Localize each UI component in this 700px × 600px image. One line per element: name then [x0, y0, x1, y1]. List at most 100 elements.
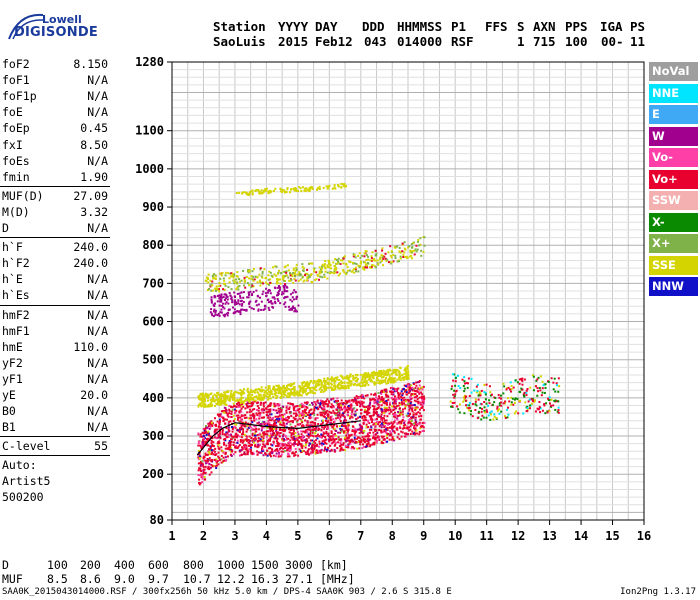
echo-dot: [340, 425, 343, 428]
echo-dot: [246, 451, 249, 454]
echo-dot: [307, 276, 310, 279]
echo-dot: [383, 400, 386, 403]
echo-dot: [253, 414, 256, 417]
param-name: foF2: [2, 57, 30, 71]
echo-dot: [400, 398, 403, 401]
echo-dot: [327, 413, 330, 416]
echo-dot: [338, 402, 341, 405]
echo-dot: [225, 301, 228, 304]
echo-dot: [329, 264, 332, 267]
echo-dot: [359, 424, 362, 427]
echo-dot: [550, 405, 553, 408]
echo-dot: [267, 306, 270, 309]
echo-dot: [547, 398, 550, 401]
echo-dot: [302, 390, 305, 393]
echo-dot: [547, 380, 550, 383]
x-tick-label: 14: [574, 529, 588, 543]
echo-dot: [251, 429, 254, 432]
echo-dot: [477, 411, 480, 414]
echo-dot: [471, 415, 474, 418]
echo-dot: [552, 388, 555, 391]
echo-dot: [325, 411, 328, 414]
echo-dot: [415, 407, 418, 410]
echo-dot: [325, 450, 328, 453]
echo-dot: [274, 422, 277, 425]
param-name: hmF1: [2, 323, 30, 338]
echo-dot: [213, 308, 216, 311]
echo-dot: [388, 368, 391, 371]
echo-dot: [381, 376, 384, 379]
echo-dot: [210, 421, 213, 424]
echo-dot: [333, 272, 336, 275]
header-value: RSF: [451, 34, 474, 49]
echo-dot: [248, 448, 251, 451]
echo-dot: [320, 414, 323, 417]
muf-cell: 1500: [251, 558, 279, 572]
echo-dot: [323, 413, 326, 416]
echo-dot: [199, 433, 202, 436]
echo-dot: [209, 284, 212, 287]
echo-dot: [226, 418, 229, 421]
echo-dot: [309, 415, 312, 418]
echo-dot: [451, 385, 454, 388]
echo-dot: [285, 290, 288, 293]
echo-dot: [382, 255, 385, 258]
echo-dot: [280, 415, 283, 418]
echo-dot: [275, 294, 278, 297]
echo-dot: [316, 400, 319, 403]
echo-dot: [290, 383, 293, 386]
echo-dot: [213, 273, 216, 276]
echo-dot: [364, 250, 367, 253]
echo-dot: [206, 288, 209, 291]
echo-dot: [211, 465, 214, 468]
echo-dot: [250, 283, 253, 286]
echo-dot: [251, 192, 254, 195]
echo-dot: [326, 403, 329, 406]
echo-dot: [399, 411, 402, 414]
echo-dot: [365, 425, 368, 428]
echo-dot: [311, 451, 314, 454]
echo-dot: [337, 431, 340, 434]
echo-dot: [252, 417, 255, 420]
echo-dot: [217, 440, 220, 443]
echo-dot: [350, 438, 353, 441]
echo-dot: [288, 431, 291, 434]
echo-dot: [362, 401, 365, 404]
echo-dot: [265, 449, 268, 452]
echo-dot: [300, 406, 303, 409]
echo-dot: [403, 396, 406, 399]
echo-dot: [211, 314, 214, 317]
param-row: M(D) 3.32: [2, 204, 108, 220]
footer-version: Ion2Png 1.3.17: [620, 587, 696, 597]
legend-item-x: X-: [649, 212, 698, 232]
echo-dot: [398, 437, 401, 440]
echo-dot: [368, 434, 371, 437]
echo-dot: [351, 261, 354, 264]
echo-dot: [323, 412, 326, 415]
echo-dot: [357, 378, 360, 381]
echo-dot: [314, 403, 317, 406]
echo-dot: [258, 279, 261, 282]
echo-dot: [296, 405, 299, 408]
echo-dot: [309, 262, 312, 265]
echo-dot: [228, 440, 231, 443]
echo-dot: [340, 399, 343, 402]
echo-dot: [266, 393, 269, 396]
echo-dot: [330, 449, 333, 452]
echo-dot: [381, 396, 384, 399]
echo-dot: [220, 296, 223, 299]
echo-dot: [293, 387, 296, 390]
echo-dot: [254, 425, 257, 428]
echo-dot: [277, 278, 280, 281]
echo-dot: [361, 435, 364, 438]
echo-dot: [321, 433, 324, 436]
echo-dot: [366, 411, 369, 414]
echo-dot: [232, 276, 235, 279]
echo-dot: [359, 428, 362, 431]
echo-dot: [263, 308, 266, 311]
echo-dot: [469, 413, 472, 416]
x-tick-label: 10: [448, 529, 462, 543]
echo-dot: [279, 423, 282, 426]
echo-dot: [290, 436, 293, 439]
echo-dot: [248, 425, 251, 428]
